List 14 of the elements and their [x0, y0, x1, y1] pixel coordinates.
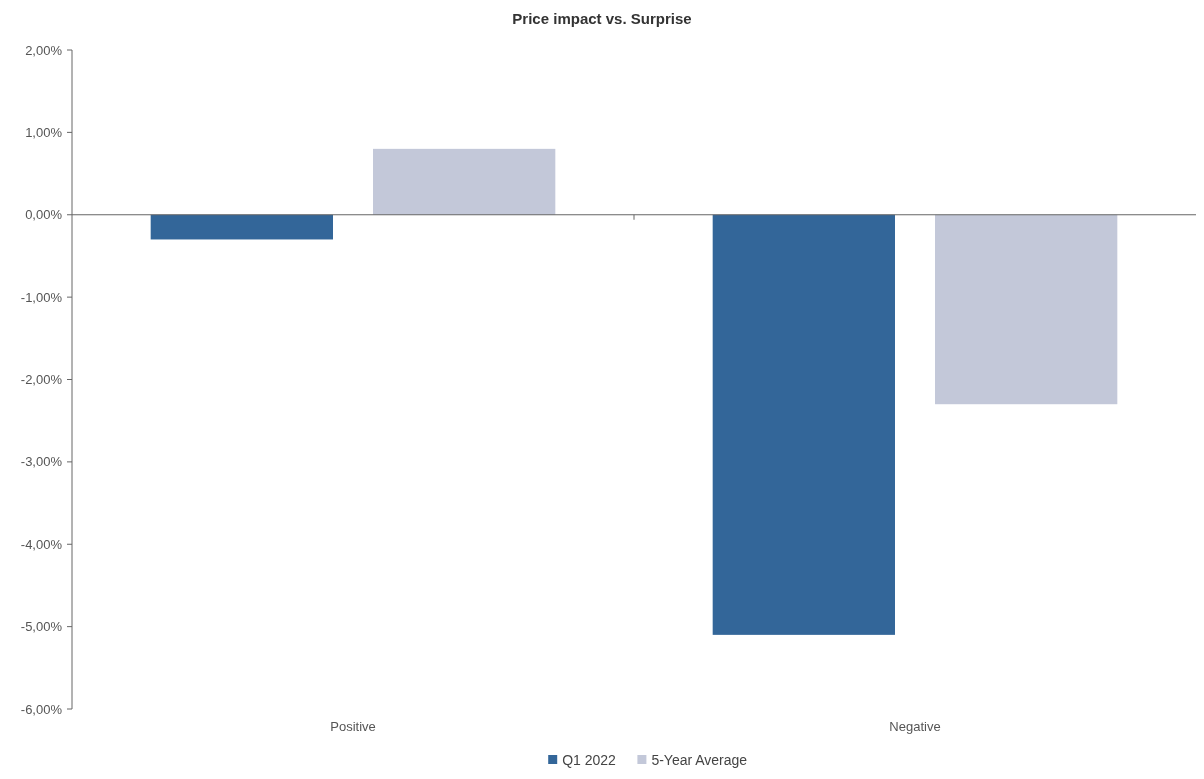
y-tick-label: 1,00% [25, 124, 63, 140]
x-tick-label: Negative [889, 719, 941, 734]
legend-label: 5-Year Average [651, 752, 748, 768]
y-tick-label: -1,00% [20, 289, 63, 305]
y-tick-label: -6,00% [20, 701, 63, 717]
legend-label: Q1 2022 [562, 752, 617, 768]
y-tick-label: -3,00% [20, 454, 63, 470]
y-tick-label: -4,00% [20, 536, 63, 552]
y-tick-label: -5,00% [20, 619, 63, 635]
y-tick-label: -2,00% [20, 372, 63, 388]
x-tick-label: Positive [330, 719, 376, 734]
y-tick-label: 2,00% [25, 42, 63, 58]
y-tick-label: 0,00% [25, 207, 63, 223]
chart-title: Price impact vs. Surprise [512, 10, 692, 27]
